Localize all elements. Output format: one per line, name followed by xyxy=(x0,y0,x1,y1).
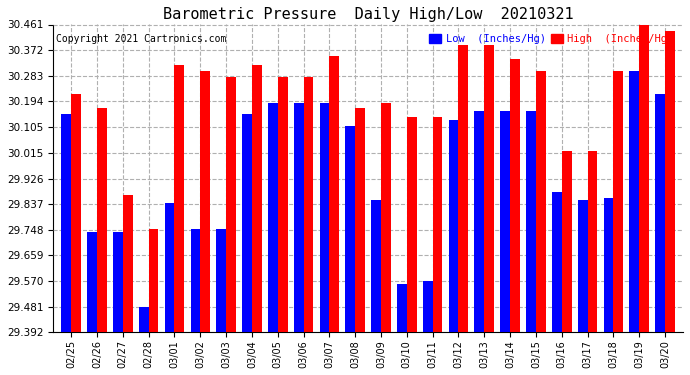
Bar xyxy=(536,71,546,332)
Bar xyxy=(475,111,484,332)
Bar xyxy=(252,65,262,332)
Bar xyxy=(97,108,107,332)
Bar xyxy=(113,232,123,332)
Bar xyxy=(190,229,200,332)
Bar xyxy=(242,114,252,332)
Bar xyxy=(484,45,494,332)
Bar xyxy=(381,102,391,332)
Bar xyxy=(226,76,236,332)
Bar xyxy=(319,102,329,332)
Bar xyxy=(346,126,355,332)
Bar xyxy=(148,229,159,332)
Bar xyxy=(526,111,536,332)
Bar xyxy=(458,45,469,332)
Bar xyxy=(552,192,562,332)
Bar xyxy=(217,229,226,332)
Bar xyxy=(433,117,442,332)
Bar xyxy=(665,30,675,332)
Bar xyxy=(175,65,184,332)
Bar xyxy=(329,57,339,332)
Bar xyxy=(629,71,639,332)
Bar xyxy=(165,203,175,332)
Bar xyxy=(397,284,407,332)
Bar xyxy=(613,71,623,332)
Bar xyxy=(61,114,71,332)
Bar xyxy=(448,120,458,332)
Bar xyxy=(371,200,381,332)
Title: Barometric Pressure  Daily High/Low  20210321: Barometric Pressure Daily High/Low 20210… xyxy=(163,7,573,22)
Bar xyxy=(139,307,148,332)
Bar xyxy=(268,102,278,332)
Bar xyxy=(500,111,510,332)
Bar xyxy=(278,76,288,332)
Bar xyxy=(588,152,598,332)
Bar xyxy=(304,76,313,332)
Bar xyxy=(123,195,132,332)
Bar xyxy=(71,94,81,332)
Legend: Low  (Inches/Hg), High  (Inches/Hg): Low (Inches/Hg), High (Inches/Hg) xyxy=(425,30,678,48)
Text: Copyright 2021 Cartronics.com: Copyright 2021 Cartronics.com xyxy=(57,34,227,44)
Bar xyxy=(578,200,588,332)
Bar xyxy=(294,102,304,332)
Bar xyxy=(639,25,649,332)
Bar xyxy=(200,71,210,332)
Bar xyxy=(355,108,365,332)
Bar xyxy=(87,232,97,332)
Bar xyxy=(510,59,520,332)
Bar xyxy=(423,281,433,332)
Bar xyxy=(604,198,613,332)
Bar xyxy=(562,152,571,332)
Bar xyxy=(407,117,417,332)
Bar xyxy=(656,94,665,332)
